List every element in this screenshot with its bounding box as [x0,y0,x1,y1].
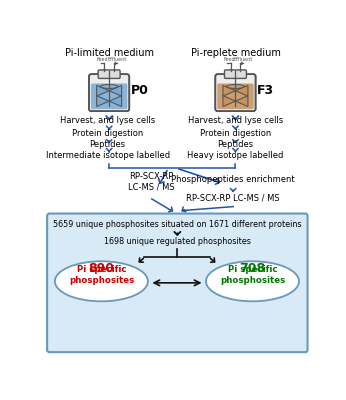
Polygon shape [223,85,235,96]
Text: 1698 unique regulated phosphosites: 1698 unique regulated phosphosites [104,237,251,246]
Text: 890: 890 [88,262,115,275]
FancyBboxPatch shape [225,70,246,78]
Text: RP-SCX-RP LC-MS / MS: RP-SCX-RP LC-MS / MS [186,194,280,202]
Ellipse shape [206,261,299,301]
Text: RP-SCX-RP
LC-MS / MS: RP-SCX-RP LC-MS / MS [128,172,175,192]
Text: Pi-limited medium: Pi-limited medium [65,48,154,58]
Text: Pi-replete medium: Pi-replete medium [191,48,280,58]
Polygon shape [235,85,248,96]
Polygon shape [109,96,121,106]
Polygon shape [235,96,248,106]
Text: Pi specific
phosphosites: Pi specific phosphosites [220,265,285,285]
FancyBboxPatch shape [91,84,127,109]
Polygon shape [109,85,121,96]
FancyBboxPatch shape [89,74,129,111]
FancyBboxPatch shape [98,70,120,78]
Text: F3: F3 [257,84,274,97]
Text: Effluent: Effluent [108,57,127,62]
Ellipse shape [55,261,148,301]
Text: 708: 708 [239,262,266,275]
Text: Feed: Feed [223,57,235,62]
Text: Pi specific
phosphosites: Pi specific phosphosites [69,265,134,285]
Text: 5659 unique phosphosites situated on 1671 different proteins: 5659 unique phosphosites situated on 167… [53,220,302,229]
Polygon shape [97,96,109,106]
FancyBboxPatch shape [215,74,256,111]
Polygon shape [223,96,235,106]
FancyBboxPatch shape [217,84,254,109]
Text: Feed: Feed [97,57,109,62]
Text: Intermediate isotope labelled: Intermediate isotope labelled [46,151,170,160]
FancyBboxPatch shape [47,214,308,352]
Text: Heavy isotope labelled: Heavy isotope labelled [187,151,284,160]
Text: P0: P0 [131,84,149,97]
Text: Protein digestion: Protein digestion [72,129,143,138]
Text: Peptides: Peptides [217,140,254,148]
Text: Effluent: Effluent [234,57,253,62]
Text: Phosphopeptides enrichment: Phosphopeptides enrichment [171,175,295,184]
Polygon shape [97,85,109,96]
Text: Harvest, and lyse cells: Harvest, and lyse cells [188,116,283,126]
Text: Harvest, and lyse cells: Harvest, and lyse cells [60,116,155,126]
Text: Peptides: Peptides [90,140,126,148]
Text: Protein digestion: Protein digestion [200,129,271,138]
